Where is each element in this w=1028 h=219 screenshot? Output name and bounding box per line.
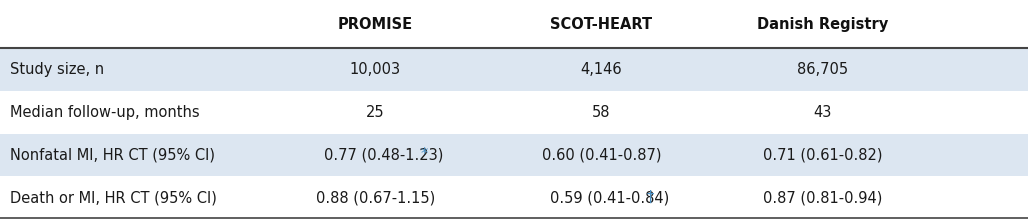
- Text: 58: 58: [592, 105, 611, 120]
- Text: 86,705: 86,705: [797, 62, 848, 77]
- Text: PROMISE: PROMISE: [337, 17, 413, 32]
- Bar: [0, 134, 1028, 176]
- Text: 0.71 (0.61-0.82): 0.71 (0.61-0.82): [763, 147, 882, 162]
- Text: 25: 25: [366, 105, 384, 120]
- Bar: [0, 48, 1028, 91]
- Text: 43: 43: [813, 105, 832, 120]
- Text: 10,003: 10,003: [350, 62, 401, 77]
- Text: †: †: [647, 190, 654, 205]
- Text: Death or MI, HR CT (95% CI): Death or MI, HR CT (95% CI): [10, 190, 217, 205]
- Text: 4,146: 4,146: [581, 62, 622, 77]
- Text: 0.77 (0.48-1.23): 0.77 (0.48-1.23): [324, 147, 444, 162]
- Text: Nonfatal MI, HR CT (95% CI): Nonfatal MI, HR CT (95% CI): [10, 147, 215, 162]
- Text: 0.88 (0.67-1.15): 0.88 (0.67-1.15): [316, 190, 435, 205]
- Text: *: *: [420, 147, 428, 162]
- Text: 0.59 (0.41-0.84): 0.59 (0.41-0.84): [550, 190, 669, 205]
- Text: Danish Registry: Danish Registry: [757, 17, 888, 32]
- Text: Median follow-up, months: Median follow-up, months: [10, 105, 199, 120]
- Text: 0.87 (0.81-0.94): 0.87 (0.81-0.94): [763, 190, 882, 205]
- Text: 0.60 (0.41-0.87): 0.60 (0.41-0.87): [542, 147, 661, 162]
- Text: SCOT-HEART: SCOT-HEART: [550, 17, 653, 32]
- Text: Study size, n: Study size, n: [10, 62, 105, 77]
